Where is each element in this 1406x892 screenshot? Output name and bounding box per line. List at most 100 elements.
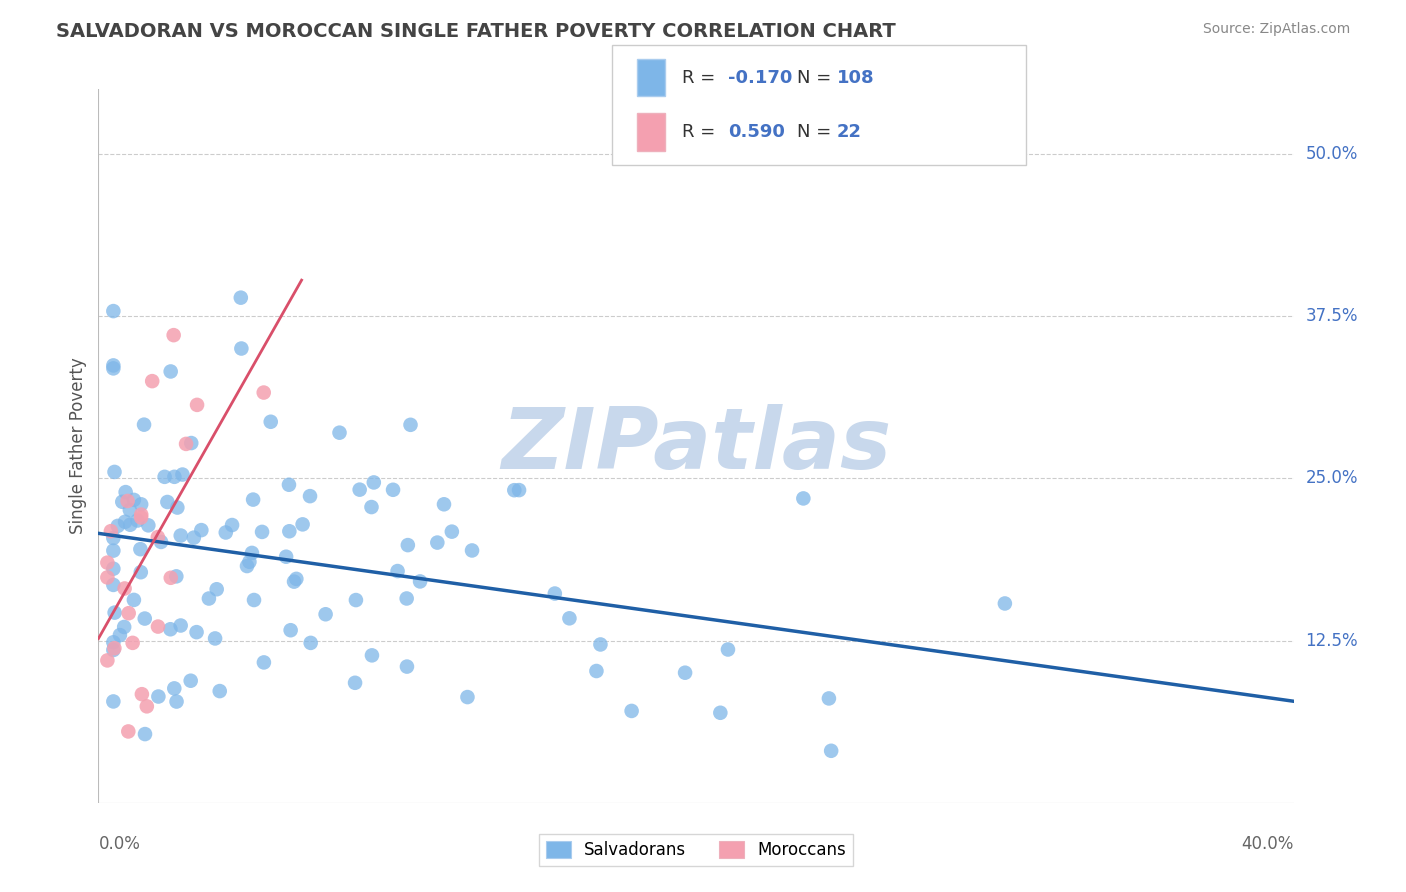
Point <box>363 475 385 490</box>
Point <box>994 597 1017 611</box>
Text: 50.0%: 50.0% <box>1305 145 1358 163</box>
Legend: Salvadorans, Moroccans: Salvadorans, Moroccans <box>538 834 853 866</box>
Point <box>103 641 125 656</box>
Point <box>186 398 208 412</box>
Point <box>146 619 169 633</box>
Point <box>291 517 314 532</box>
Point <box>146 530 169 544</box>
Text: Source: ZipAtlas.com: Source: ZipAtlas.com <box>1202 22 1350 37</box>
Text: N =: N = <box>797 123 837 141</box>
Point <box>236 559 259 574</box>
Point <box>129 508 152 522</box>
Point <box>278 524 301 539</box>
Point <box>165 569 187 583</box>
Point <box>440 524 463 539</box>
Point <box>103 531 125 545</box>
Point <box>253 656 276 670</box>
Point <box>112 620 135 634</box>
Point <box>159 571 181 585</box>
Point <box>278 477 301 491</box>
Point <box>503 483 526 498</box>
Point <box>792 491 814 506</box>
Point <box>111 495 134 509</box>
Point <box>589 637 612 651</box>
Point <box>349 483 371 497</box>
Point <box>103 359 125 373</box>
Point <box>103 304 125 318</box>
Text: ZIPatlas: ZIPatlas <box>501 404 891 488</box>
Point <box>395 659 418 673</box>
Point <box>231 342 253 356</box>
Point <box>508 483 530 497</box>
Point <box>135 699 157 714</box>
Point <box>129 510 152 524</box>
Point <box>153 470 176 484</box>
Point <box>276 549 298 564</box>
Point <box>131 687 153 701</box>
Point <box>103 578 125 592</box>
Text: 40.0%: 40.0% <box>1241 835 1294 854</box>
Point <box>132 417 155 432</box>
Point <box>426 535 449 549</box>
Text: N =: N = <box>797 69 837 87</box>
Point <box>253 385 276 400</box>
Point <box>103 694 125 708</box>
Point <box>717 642 740 657</box>
Text: 0.0%: 0.0% <box>98 835 141 854</box>
Point <box>382 483 405 497</box>
Point <box>283 574 305 589</box>
Point <box>166 500 188 515</box>
Point <box>163 681 186 696</box>
Point <box>150 535 173 549</box>
Point <box>103 465 125 479</box>
Point <box>103 562 125 576</box>
Point <box>96 570 118 584</box>
Point <box>242 492 264 507</box>
Point <box>544 586 567 600</box>
Point <box>204 632 226 646</box>
Point <box>129 497 152 511</box>
Point <box>159 622 181 636</box>
Point <box>100 524 122 538</box>
Point <box>344 593 367 607</box>
Point <box>315 607 337 622</box>
Point <box>170 618 193 632</box>
Point <box>208 684 231 698</box>
Point <box>103 635 125 649</box>
Point <box>238 555 260 569</box>
Point <box>360 500 382 514</box>
Point <box>121 636 143 650</box>
Point <box>456 690 478 704</box>
Point <box>122 492 145 507</box>
Y-axis label: Single Father Poverty: Single Father Poverty <box>69 358 87 534</box>
Point <box>129 565 152 579</box>
Point <box>118 503 141 517</box>
Text: 22: 22 <box>837 123 862 141</box>
Point <box>117 724 139 739</box>
Point <box>159 364 181 378</box>
Point <box>709 706 731 720</box>
Point <box>558 611 581 625</box>
Point <box>198 591 221 606</box>
Point <box>396 538 419 552</box>
Point <box>328 425 350 440</box>
Point <box>103 361 125 376</box>
Point <box>409 574 432 589</box>
Point <box>344 675 367 690</box>
Point <box>114 582 136 596</box>
Point <box>361 648 384 663</box>
Point <box>172 467 194 482</box>
Point <box>298 489 321 503</box>
Point <box>96 556 118 570</box>
Point <box>114 515 136 529</box>
Text: 12.5%: 12.5% <box>1305 632 1358 649</box>
Point <box>818 691 841 706</box>
Point <box>170 528 193 542</box>
Point <box>120 517 142 532</box>
Point <box>229 291 252 305</box>
Text: R =: R = <box>682 69 721 87</box>
Point <box>243 593 266 607</box>
Point <box>180 436 202 450</box>
Point <box>96 653 118 667</box>
Point <box>205 582 228 597</box>
